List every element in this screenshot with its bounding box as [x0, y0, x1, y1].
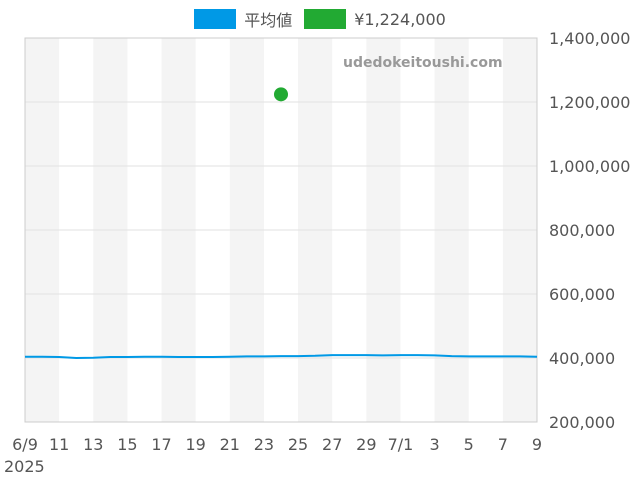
x-tick-label: 9 [532, 435, 542, 454]
x-tick-label: 29 [356, 435, 376, 454]
x-tick-label: 5 [464, 435, 474, 454]
x-tick-label: 23 [254, 435, 274, 454]
legend-item-price[interactable]: ¥1,224,000 [304, 9, 446, 29]
y-tick-label: 800,000 [549, 221, 615, 240]
y-tick-label: 600,000 [549, 285, 615, 304]
x-tick-label: 7 [498, 435, 508, 454]
x-tick-label: 7/1 [388, 435, 414, 454]
y-tick-label: 1,000,000 [549, 157, 630, 176]
legend: 平均値 ¥1,224,000 [0, 7, 640, 31]
legend-item-average[interactable]: 平均値 [194, 7, 292, 31]
x-tick-label: 13 [83, 435, 103, 454]
legend-label-average: 平均値 [244, 11, 293, 30]
legend-label-price: ¥1,224,000 [354, 9, 446, 29]
series-average-line [25, 354, 538, 360]
legend-swatch-price [304, 9, 347, 29]
x-tick-label: 11 [49, 435, 69, 454]
plot-border [24, 37, 538, 423]
year-label: 2025 [4, 457, 45, 476]
price-point [274, 87, 288, 102]
x-tick-label: 15 [117, 435, 137, 454]
x-tick-label: 27 [322, 435, 342, 454]
x-tick-label: 17 [151, 435, 171, 454]
y-tick-label: 1,200,000 [549, 93, 630, 112]
watermark: udedokeitoushi.com [343, 55, 503, 71]
x-tick-label: 19 [185, 435, 205, 454]
y-tick-label: 200,000 [549, 413, 615, 432]
y-tick-label: 400,000 [549, 349, 615, 368]
x-tick-label: 25 [288, 435, 308, 454]
x-tick-label: 3 [430, 435, 440, 454]
legend-swatch-average [194, 9, 237, 29]
x-tick-label: 6/9 [12, 435, 38, 454]
x-tick-label: 21 [220, 435, 240, 454]
y-tick-label: 1,400,000 [549, 29, 630, 48]
